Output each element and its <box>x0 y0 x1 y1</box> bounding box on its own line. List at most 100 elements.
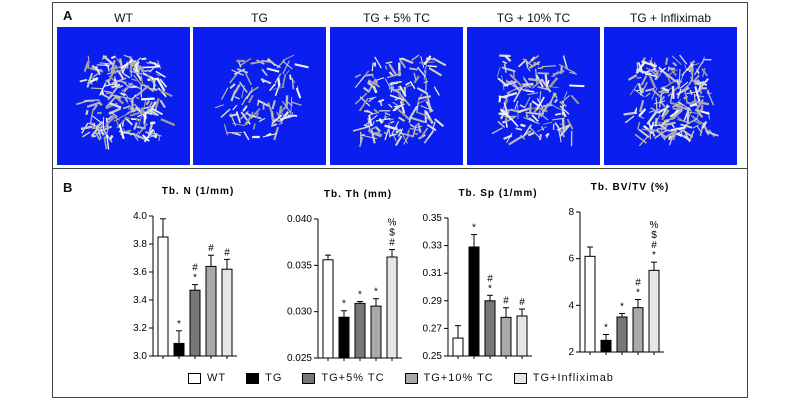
trabecula <box>502 60 508 64</box>
trabecula <box>428 67 443 77</box>
trabecula <box>393 103 405 108</box>
trabecula <box>501 66 516 73</box>
bar <box>632 307 644 353</box>
bar <box>370 305 382 359</box>
trabecula <box>122 105 131 110</box>
trabecula <box>553 98 559 104</box>
trabecula <box>416 87 429 95</box>
trabecula <box>624 115 635 124</box>
trabecula <box>114 94 121 99</box>
trabecula <box>526 54 540 65</box>
trabecula <box>420 56 425 68</box>
y-tick-label: 0.29 <box>423 296 443 307</box>
trabecula <box>242 105 248 112</box>
trabecula <box>122 93 129 104</box>
trabecula <box>155 70 166 78</box>
y-tick-label: 0.030 <box>287 307 312 318</box>
significance-marker: * <box>488 283 492 294</box>
trabecula <box>354 75 366 88</box>
trabecula <box>549 103 562 111</box>
trabecula <box>363 110 371 113</box>
trabecula <box>528 126 540 138</box>
trabecula <box>559 100 567 108</box>
trabecula <box>354 73 362 79</box>
trabecula <box>371 120 375 127</box>
trabecula <box>141 134 150 142</box>
trabecula <box>569 84 585 88</box>
trabecula <box>277 77 281 87</box>
trabecula <box>672 98 682 108</box>
y-tick-label: 3.8 <box>133 239 147 250</box>
trabecula <box>90 127 100 137</box>
trabecula <box>684 90 689 104</box>
trabecula <box>496 67 501 78</box>
trabecula <box>107 115 113 121</box>
trabecula <box>409 67 418 71</box>
trabecula <box>419 127 429 139</box>
bar <box>484 300 496 357</box>
trabecula <box>497 77 509 87</box>
trabecula <box>395 128 402 134</box>
trabecula <box>121 85 130 92</box>
legend-swatch <box>188 372 201 384</box>
trabecula <box>515 127 523 131</box>
trabecula <box>145 100 151 106</box>
trabecula <box>689 89 693 95</box>
significance-marker: % <box>388 218 397 229</box>
significance-marker: * <box>636 288 640 299</box>
trabecula <box>107 66 110 72</box>
bar <box>354 302 366 359</box>
trabecula <box>672 130 678 141</box>
trabecula <box>129 59 139 70</box>
trabecula <box>250 60 267 65</box>
trabecula <box>427 65 437 68</box>
legend-swatch <box>513 372 527 384</box>
trabecula <box>417 122 422 133</box>
trabecula <box>522 82 534 86</box>
trabecula <box>388 63 398 77</box>
y-tick-label: 0.27 <box>423 323 443 334</box>
trabecula <box>80 125 93 131</box>
trabecula <box>281 73 287 88</box>
trabecula <box>271 114 283 125</box>
trabecula <box>86 101 101 108</box>
trabecula <box>118 124 125 140</box>
trabecula <box>681 68 689 76</box>
trabecula <box>661 87 670 92</box>
trabecula <box>270 123 278 127</box>
trabecula <box>111 77 127 85</box>
trabecula <box>665 129 673 132</box>
trabecula <box>434 118 445 128</box>
trabecula <box>160 118 176 127</box>
trabecula <box>671 69 677 77</box>
trabecula <box>530 56 535 62</box>
trabecula <box>232 104 238 111</box>
trabecula <box>535 68 538 84</box>
trabecula <box>282 54 295 61</box>
trabecula <box>83 60 90 72</box>
trabecula <box>140 75 144 87</box>
trabecula <box>640 75 648 86</box>
trabecula <box>413 72 417 81</box>
trabecula <box>418 98 428 104</box>
trabecula <box>97 101 103 107</box>
trabecula <box>424 110 427 124</box>
trabecula <box>111 65 123 71</box>
trabecula <box>397 108 411 121</box>
trabecula <box>522 58 534 67</box>
trabecula <box>405 81 411 86</box>
trabecula <box>159 89 173 98</box>
trabecula <box>97 124 104 133</box>
trabecula <box>156 73 161 77</box>
trabecula <box>680 123 693 129</box>
trabecula <box>280 111 285 117</box>
trabecula <box>121 80 131 89</box>
trabecula <box>245 90 252 100</box>
trabecula <box>641 128 652 132</box>
trabecula <box>142 66 159 69</box>
trabecula <box>522 124 532 138</box>
trabecula <box>569 71 578 75</box>
significance-marker: $ <box>389 228 395 239</box>
trabecula <box>410 116 426 124</box>
significance-marker: # <box>635 278 641 289</box>
